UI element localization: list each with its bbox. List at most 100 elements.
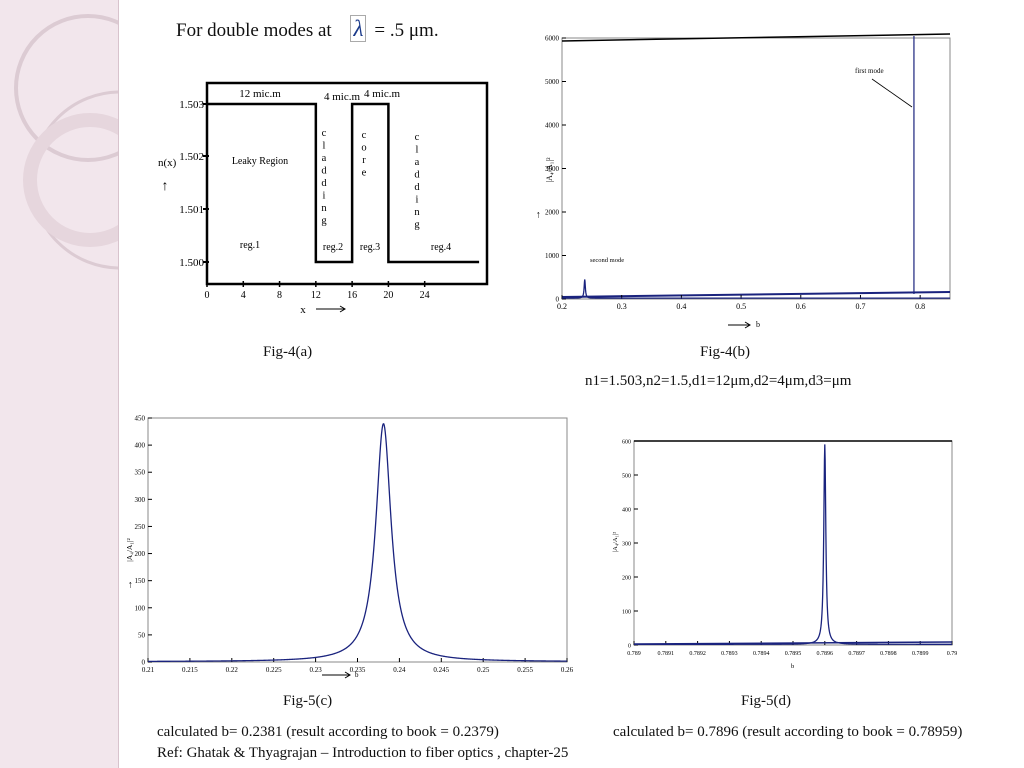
fig5c-ytick-label: 250: [135, 523, 146, 531]
fig5c-ytick-label: 300: [135, 496, 146, 504]
fig5d-ytick-label: 600: [622, 440, 631, 446]
fig4b-xtick-label: 0.5: [736, 302, 746, 311]
fig5d-xtick-label: 0.79: [947, 651, 958, 657]
fig5d-xtick-label: 0.7895: [785, 651, 802, 657]
fig5c-xlabel-arrow-head: [344, 671, 351, 679]
fig4a-vertical-letter: i: [416, 195, 419, 206]
fig4a-vertical-letter: d: [414, 182, 420, 193]
fig4a-vertical-letter: l: [323, 141, 326, 152]
fig4a-xtick-label: 16: [347, 290, 357, 301]
fig4b-plot-area: [561, 37, 951, 300]
fig4b-baseline: [561, 291, 951, 298]
fig5d-xtick-label: 0.789: [627, 651, 641, 657]
fig5c-ytick-label: 350: [135, 469, 146, 477]
fig5d-ytick-label: 0: [628, 644, 631, 650]
fig5d-xtick-label: 0.7897: [848, 651, 865, 657]
fig4b-first-mode-pointer: [871, 78, 913, 108]
fig5c-ytick-label: 0: [142, 659, 146, 667]
fig4b-second-mode-label: second mode: [590, 257, 624, 264]
fig4a-ylabel: n(x): [158, 157, 177, 169]
fig5d-xtick-label: 0.7898: [880, 651, 897, 657]
fig5c-xtick-label: 0.235: [350, 666, 366, 674]
fig4b-xtick-label: 0.6: [796, 302, 806, 311]
fig5c-xtick-label: 0.225: [266, 666, 282, 674]
fig5c-ytick-label: 200: [135, 550, 146, 558]
fig5c-ylabel-arrow: →: [124, 580, 135, 590]
fig4b-ytick-label: 5000: [545, 78, 560, 86]
fig5d-xlabel: b: [791, 663, 794, 670]
fig-5c-caption: Fig-5(c): [283, 693, 333, 709]
fig5c-ytick-label: 400: [135, 442, 146, 450]
fig4b-ytick-label: 4000: [545, 122, 560, 130]
fig4a-vertical-letter: d: [321, 166, 327, 177]
fig4a-xtick-label: 24: [420, 290, 430, 301]
fig4b-xtick-label: 0.4: [676, 302, 686, 311]
fig4b-ytick-label: 1000: [545, 252, 560, 260]
fig4a-vertical-letter: g: [321, 216, 327, 227]
fig4a-vertical-letter: d: [321, 178, 327, 189]
fig5c-xtick-label: 0.25: [477, 666, 490, 674]
fig5d-ytick-label: 200: [622, 576, 631, 582]
reference-text: Ref: Ghatak & Thyagrajan – Introduction …: [157, 745, 569, 761]
fig4a-xtick-label: 12: [311, 290, 321, 301]
fig4a-xtick-label: 20: [383, 290, 393, 301]
fig4b-ytick-label: 2000: [545, 209, 560, 217]
fig5d-ytick-label: 400: [622, 508, 631, 514]
fig4b-ylabel: |A₄/A₁|²: [545, 157, 554, 183]
fig4b-xlabel-arrow-head: [744, 321, 751, 329]
fig4b-ytick-label: 3000: [545, 165, 560, 173]
fig5d-ylabel: |A₄/A₁|²: [612, 532, 619, 552]
fig4a-vertical-letter: g: [414, 220, 420, 231]
fig4a-vertical-letter: l: [416, 145, 419, 156]
fig5c-xtick-label: 0.26: [561, 666, 574, 674]
fig5c-ytick-label: 50: [138, 631, 146, 639]
fig4b-xlabel: b: [756, 320, 760, 329]
fig4a-vertical-letter: i: [323, 191, 326, 202]
fig5d-ytick-label: 100: [622, 610, 631, 616]
fig5d-ytick-label: 500: [622, 474, 631, 480]
fig-4b-caption: Fig-4(b): [700, 344, 750, 360]
fig4a-vertical-letter: o: [361, 143, 366, 154]
fig4b-xtick-label: 0.3: [617, 302, 627, 311]
fig4b-top-border: [561, 33, 951, 42]
slide-title: For double modes at λ = .5 μm.: [176, 15, 439, 42]
fig5c-xtick-label: 0.215: [182, 666, 198, 674]
fig5d-xtick-label: 0.7892: [689, 651, 706, 657]
title-suffix: = .5 μm.: [374, 20, 439, 41]
fig4a-width-label-1: 12 mic.m: [239, 88, 281, 100]
fig4a-frame: [205, 81, 489, 286]
fig4a-xtick-label: 0: [205, 290, 210, 301]
fig5c-xtick-label: 0.24: [393, 666, 406, 674]
fig4a-vertical-letter: r: [362, 155, 366, 166]
fig4a-vertical-letter: d: [414, 170, 420, 181]
fig5d-xtick-label: 0.7896: [817, 651, 834, 657]
fig4b-ytick-label: 6000: [545, 35, 560, 43]
fig5d-ytick-label: 300: [622, 542, 631, 548]
fig4a-region-label: reg.2: [323, 242, 343, 253]
fig4a-ytick-label: 1.502: [179, 151, 204, 163]
fig4b-series-line: [562, 279, 950, 299]
calculated-b-d: calculated b= 0.7896 (result according t…: [613, 724, 963, 740]
fig4b-xtick-label: 0.8: [915, 302, 925, 311]
fig5c-ytick-label: 100: [135, 604, 146, 612]
fig5c-xtick-label: 0.22: [226, 666, 239, 674]
fig4a-xtick-label: 8: [277, 290, 282, 301]
fig4a-vertical-letter: a: [322, 153, 327, 164]
decorative-rings: [14, 14, 118, 270]
title-prefix: For double modes at: [176, 20, 332, 41]
fig4a-vertical-letter: n: [414, 207, 420, 218]
calculated-b-c: calculated b= 0.2381 (result according t…: [157, 724, 499, 740]
fig4a-vertical-letter: c: [322, 128, 327, 139]
fig4a-xlabel-arrow-head: [339, 305, 346, 313]
fig-5d-caption: Fig-5(d): [741, 693, 791, 709]
fig4a-index-profile: [207, 102, 480, 264]
fig4a-ylabel-arrow: ↑: [162, 179, 169, 194]
fig5c-plot-area: [147, 417, 568, 663]
fig4a-width-label-3: 4 mic.m: [364, 88, 400, 100]
fig5d-xtick-label: 0.7894: [753, 651, 770, 657]
fig4a-ytick-label: 1.500: [179, 257, 204, 269]
fig5d-baseline: [633, 641, 953, 645]
parameters-text: n1=1.503,n2=1.5,d1=12μm,d2=4μm,d3=μm: [585, 373, 852, 389]
fig4a-ytick-label: 1.501: [179, 204, 204, 216]
